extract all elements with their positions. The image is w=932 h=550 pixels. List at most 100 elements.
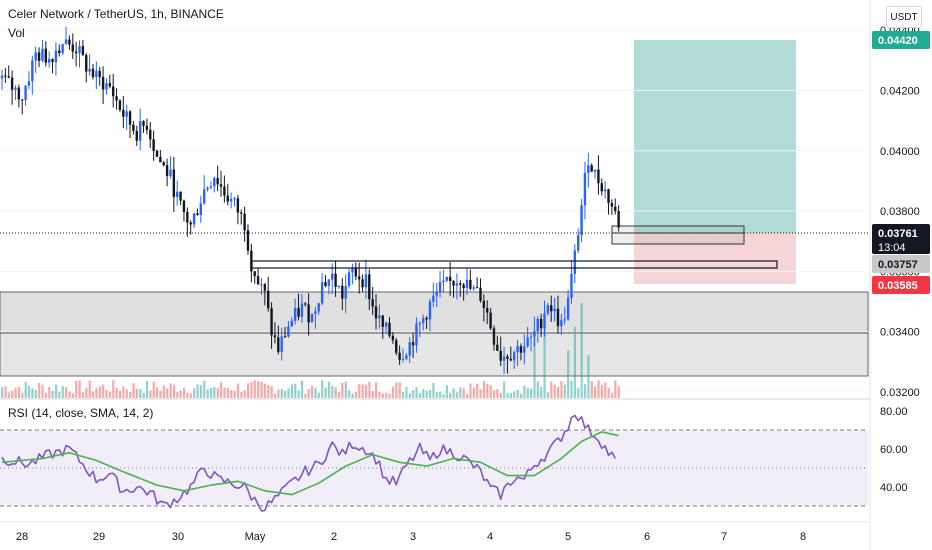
candle-body[interactable] [529, 336, 533, 338]
candle-body[interactable] [536, 318, 539, 332]
candle-body[interactable] [496, 344, 499, 351]
candle-body[interactable] [88, 68, 91, 72]
candle-body[interactable] [391, 335, 395, 341]
candle-body[interactable] [176, 191, 179, 197]
candle-body[interactable] [115, 96, 118, 101]
resistance-box[interactable] [251, 260, 778, 269]
candle-body[interactable] [445, 276, 448, 281]
candle-body[interactable] [425, 318, 428, 320]
candle-body[interactable] [587, 165, 590, 173]
candle-body[interactable] [0, 75, 4, 79]
candle-body[interactable] [398, 352, 401, 360]
candle-body[interactable] [486, 307, 489, 313]
candle-body[interactable] [563, 319, 566, 321]
candle-body[interactable] [334, 273, 337, 287]
candle-body[interactable] [442, 280, 445, 283]
candle-body[interactable] [37, 52, 41, 61]
candle-body[interactable] [459, 283, 462, 285]
candle-body[interactable] [337, 285, 341, 287]
candle-body[interactable] [256, 276, 260, 285]
candle-body[interactable] [169, 169, 172, 177]
candle-body[interactable] [263, 284, 267, 291]
candle-body[interactable] [617, 210, 620, 228]
candle-body[interactable] [320, 282, 324, 304]
candle-body[interactable] [351, 268, 354, 273]
candle-body[interactable] [179, 191, 182, 201]
candle-body[interactable] [455, 283, 459, 286]
rsi-legend[interactable]: RSI (14, close, SMA, 14, 2) [8, 406, 154, 420]
candle-body[interactable] [428, 301, 432, 320]
candle-body[interactable] [297, 307, 300, 317]
candle-body[interactable] [556, 308, 560, 327]
candle-body[interactable] [452, 280, 455, 286]
candle-body[interactable] [293, 307, 297, 321]
currency-badge[interactable]: USDT [886, 6, 922, 28]
candle-body[interactable] [610, 202, 614, 207]
candle-body[interactable] [408, 342, 411, 356]
candle-body[interactable] [95, 70, 98, 78]
candle-body[interactable] [462, 284, 465, 289]
candle-body[interactable] [44, 48, 48, 63]
candle-body[interactable] [24, 85, 27, 100]
candle-body[interactable] [138, 121, 142, 141]
candle-body[interactable] [597, 169, 600, 184]
candle-body[interactable] [546, 305, 550, 314]
candle-body[interactable] [600, 183, 603, 192]
candle-body[interactable] [533, 331, 536, 337]
candle-body[interactable] [81, 46, 85, 55]
candle-body[interactable] [159, 156, 162, 163]
rsi-sma-line[interactable] [1, 431, 619, 496]
target-price-badge[interactable]: 0.04420 [872, 31, 930, 49]
candle-body[interactable] [209, 186, 213, 188]
candle-body[interactable] [290, 320, 293, 327]
candle-body[interactable] [14, 87, 17, 90]
candle-body[interactable] [489, 312, 492, 329]
candle-body[interactable] [378, 315, 381, 319]
candle-body[interactable] [125, 111, 128, 117]
entry-price-badge[interactable]: 0.03757 [872, 255, 930, 273]
candle-body[interactable] [213, 177, 216, 187]
candle-body[interactable] [566, 297, 570, 320]
candle-body[interactable] [395, 340, 398, 353]
candle-body[interactable] [327, 279, 331, 286]
candle-body[interactable] [192, 213, 196, 225]
symbol-title[interactable]: Celer Network / TetherUS, 1h, BINANCE [8, 7, 224, 21]
candle-body[interactable] [405, 355, 408, 359]
candle-body[interactable] [361, 279, 364, 288]
candle-body[interactable] [539, 318, 543, 329]
candle-body[interactable] [51, 59, 54, 63]
candle-body[interactable] [91, 68, 95, 78]
candle-body[interactable] [583, 172, 587, 206]
candle-body[interactable] [71, 44, 74, 52]
candle-body[interactable] [266, 290, 270, 309]
candle-body[interactable] [492, 328, 496, 345]
candle-body[interactable] [145, 125, 149, 130]
candle-body[interactable] [101, 76, 105, 90]
candle-body[interactable] [580, 205, 583, 236]
candle-body[interactable] [543, 313, 546, 329]
candle-body[interactable] [570, 273, 573, 298]
candle-body[interactable] [152, 139, 155, 151]
candle-body[interactable] [132, 124, 135, 131]
candle-body[interactable] [344, 285, 347, 299]
candle-body[interactable] [34, 52, 37, 61]
candle-body[interactable] [435, 291, 438, 296]
candle-body[interactable] [4, 75, 7, 77]
candle-body[interactable] [155, 150, 159, 157]
candle-body[interactable] [526, 337, 529, 347]
candle-body[interactable] [523, 346, 526, 353]
candle-body[interactable] [54, 50, 58, 63]
candle-body[interactable] [243, 213, 246, 231]
candle-body[interactable] [280, 336, 283, 352]
candle-body[interactable] [199, 203, 203, 215]
candle-body[interactable] [122, 109, 125, 117]
rsi-line[interactable] [1, 414, 617, 512]
candle-body[interactable] [448, 276, 452, 281]
candle-body[interactable] [186, 211, 189, 223]
candle-body[interactable] [354, 268, 358, 277]
candle-body[interactable] [519, 346, 523, 353]
candle-body[interactable] [74, 51, 78, 54]
candle-body[interactable] [98, 70, 101, 77]
candle-body[interactable] [7, 76, 10, 78]
